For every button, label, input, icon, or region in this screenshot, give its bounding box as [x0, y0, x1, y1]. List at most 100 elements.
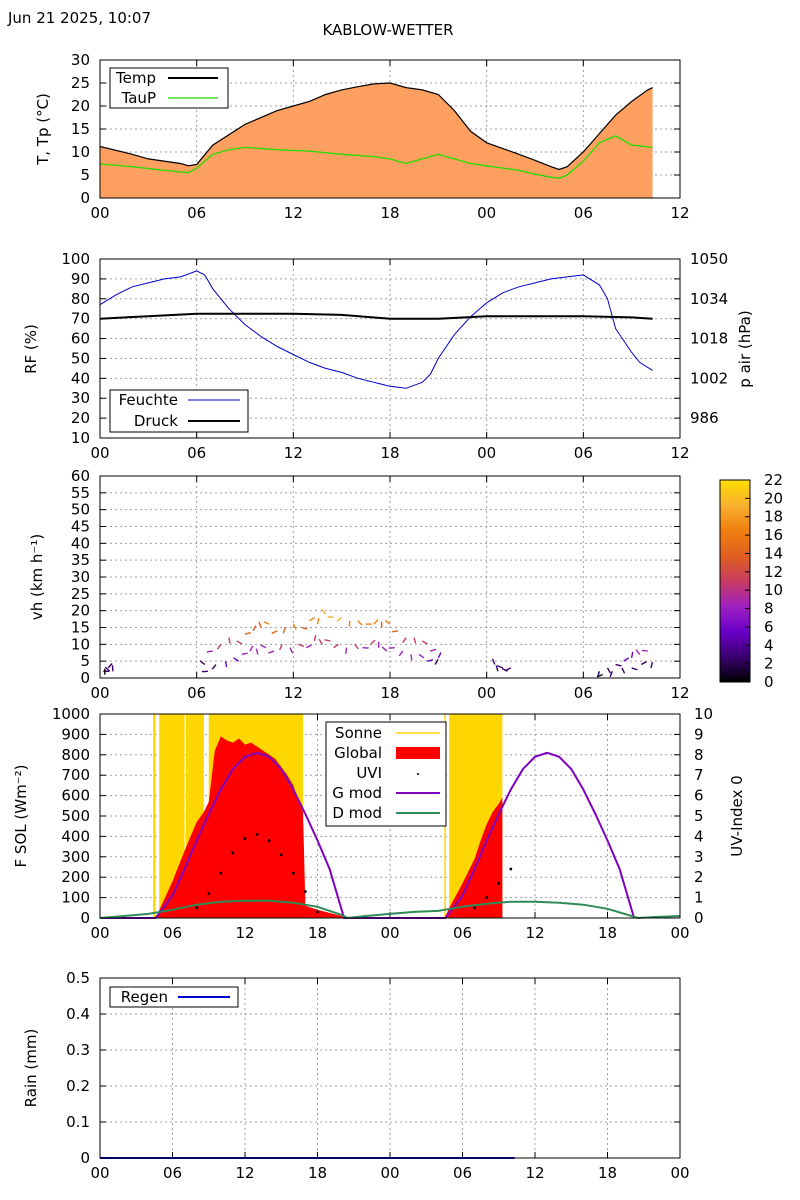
- wind-colorbar-label: 18: [764, 508, 783, 526]
- sol-ytick-label: 200: [61, 868, 90, 886]
- wind-arrow: [321, 608, 327, 615]
- hum-xtick-label: 18: [380, 444, 399, 462]
- wind-arrow: [384, 619, 391, 625]
- sol-ytick-label: 700: [61, 766, 90, 784]
- wind-ytick-label: 5: [80, 652, 90, 670]
- wind-xtick-label: 00: [477, 684, 496, 702]
- sol-y2tick-label: 9: [694, 725, 704, 743]
- wind-arrow: [263, 621, 270, 625]
- wind-arrow: [228, 637, 231, 644]
- temp-ytick-label: 10: [71, 143, 90, 161]
- wind-arrow: [501, 668, 508, 672]
- wind-arrow: [249, 645, 254, 652]
- temp-xtick-label: 06: [574, 204, 593, 222]
- temp-xtick-label: 06: [187, 204, 206, 222]
- wind-arrow: [258, 621, 262, 628]
- wind-arrow: [402, 637, 407, 643]
- wind-arrow: [418, 653, 425, 659]
- wind-colorbar-label: 10: [764, 581, 783, 599]
- legend-druck-label: Druck: [134, 412, 178, 430]
- hum-xtick-label: 12: [670, 444, 689, 462]
- rain-xtick-label: 06: [453, 1164, 472, 1182]
- sol-xtick-label: 18: [598, 924, 617, 942]
- pressure-ylabel: p air (hPa): [736, 310, 754, 387]
- temp-xtick-label: 12: [670, 204, 689, 222]
- wind-arrow: [615, 663, 622, 667]
- wind-colorbar-label: 6: [764, 618, 774, 636]
- dmod-line: [99, 899, 681, 920]
- wind-arrow: [630, 651, 634, 658]
- sol-xtick-label: 00: [90, 924, 109, 942]
- sol-xtick-label: 06: [163, 924, 182, 942]
- wind-xtick-label: 00: [90, 684, 109, 702]
- sol-xtick-label: 06: [453, 924, 472, 942]
- sol-xtick-label: 18: [308, 924, 327, 942]
- legend-global-swatch: [396, 747, 440, 759]
- hum-legend-box: [109, 389, 249, 433]
- wind-arrow: [496, 665, 504, 669]
- wind-arrow: [650, 661, 654, 669]
- temp-xtick-label: 18: [380, 204, 399, 222]
- hum-ytick-label: 70: [71, 310, 90, 328]
- wind-arrow: [426, 659, 434, 662]
- legend-feuchte-label: Feuchte: [119, 391, 178, 409]
- wind-ytick-label: 35: [71, 551, 90, 569]
- hum-y2tick-label: 1034: [690, 290, 728, 308]
- wind-colorbar-label: 20: [764, 489, 783, 507]
- rain-xtick-label: 00: [670, 1164, 689, 1182]
- hum-xtick-label: 12: [284, 444, 303, 462]
- wind-arrow: [107, 663, 113, 669]
- sol-y2tick-label: 3: [694, 848, 704, 866]
- hum-xtick-label: 00: [90, 444, 109, 462]
- sol-y2tick-label: 6: [694, 787, 704, 805]
- wind-arrow: [233, 657, 240, 662]
- hum-y2tick-label: 986: [690, 409, 719, 427]
- rain-ytick-label: 0.3: [66, 1041, 90, 1059]
- wind-xtick-label: 06: [574, 684, 593, 702]
- wind-colorbar-label: 8: [764, 600, 774, 618]
- sol-y2tick-label: 5: [694, 807, 704, 825]
- sol-ytick-label: 900: [61, 725, 90, 743]
- uvi-point: [473, 906, 476, 910]
- sol-legend-box: [325, 721, 447, 827]
- rain-ytick-label: 0.1: [66, 1113, 90, 1131]
- sol-xtick-label: 12: [235, 924, 254, 942]
- wind-arrow: [333, 643, 339, 649]
- hum-ytick-label: 100: [61, 250, 90, 268]
- wind-arrow: [354, 643, 359, 650]
- legend-taup-label: TauP: [121, 89, 156, 107]
- wind-arrow: [413, 637, 417, 644]
- wind-arrow: [345, 647, 348, 654]
- hum-xtick-label: 06: [187, 444, 206, 462]
- legend-sonne-label: Sonne: [335, 724, 382, 742]
- wind-ytick-label: 40: [71, 534, 90, 552]
- rain-xtick-label: 00: [380, 1164, 399, 1182]
- sol-y2tick-label: 0: [694, 909, 704, 927]
- legend-uvi-label: UVI: [356, 764, 382, 782]
- temp-ytick-label: 30: [71, 51, 90, 69]
- sol-y2tick-label: 10: [694, 705, 713, 723]
- hum-ytick-label: 20: [71, 409, 90, 427]
- wind-xtick-label: 06: [187, 684, 206, 702]
- legend-uvi-swatch: [417, 773, 419, 775]
- wind-ytick-label: 60: [71, 467, 90, 485]
- wind-xtick-label: 12: [670, 684, 689, 702]
- legend-dmod-label: D mod: [332, 804, 382, 822]
- wind-arrow: [434, 658, 439, 665]
- hum-y2tick-label: 1018: [690, 330, 728, 348]
- wind-ytick-label: 45: [71, 518, 90, 536]
- wind-arrow: [324, 639, 331, 642]
- sol-y2tick-label: 2: [694, 868, 704, 886]
- wind-arrow: [437, 652, 442, 659]
- wind-arrow: [268, 650, 275, 654]
- wind-arrow: [370, 639, 376, 645]
- wind-arrow: [380, 621, 383, 628]
- wind-arrow: [282, 627, 286, 634]
- sol-y2tick-label: 4: [694, 827, 704, 845]
- hum-ytick-label: 30: [71, 389, 90, 407]
- sol-xtick-label: 00: [380, 924, 399, 942]
- rain-ytick-label: 0.5: [66, 969, 90, 987]
- rain-xtick-label: 12: [235, 1164, 254, 1182]
- wind-colorbar: [719, 479, 751, 683]
